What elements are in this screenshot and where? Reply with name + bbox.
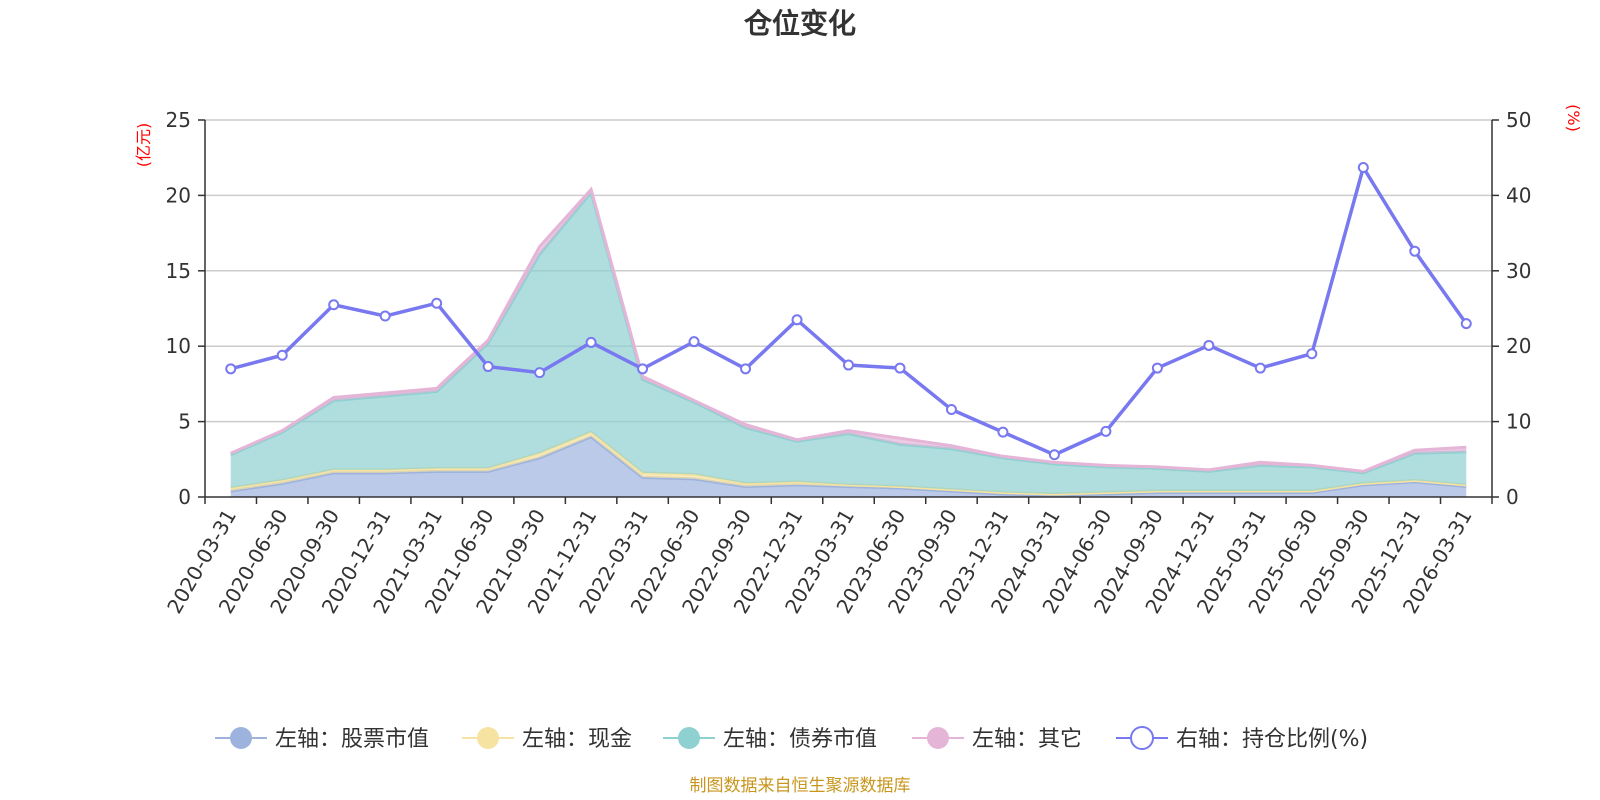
ratio-point [379,310,391,322]
data-source-note: 制图数据来自恒生聚源数据库 [690,776,911,796]
ratio-point [482,361,494,373]
grid-lines [205,119,1492,423]
legend-label: 左轴：债券市值 [723,727,877,752]
ratio-point [740,363,752,375]
ratio-point [534,367,546,379]
left-axis-tick-label: 5 [178,410,191,434]
legend-marker [927,727,949,749]
ratio-point [585,336,597,348]
ratio-point [1357,162,1369,174]
legend-marker [230,727,252,749]
ratio-point [1151,362,1163,374]
legend-marker [477,727,499,749]
ratio-point [276,349,288,361]
ratio-point [894,362,906,374]
ratio-point [637,363,649,375]
legend-marker [1130,726,1154,750]
ratio-point [1100,425,1112,437]
ratio-point [791,314,803,326]
ratio-point [1409,245,1421,257]
ratio-line-series [225,162,1472,461]
left-axis-tick-label: 20 [166,183,191,207]
area-左轴：股票市值 [230,436,1467,497]
area-左轴：债券市值 [230,192,1467,494]
ratio-point [328,299,340,311]
ratio-point [945,404,957,416]
right-axis-tick-label: 10 [1506,410,1531,434]
legend-label: 左轴：其它 [972,727,1082,752]
right-axis-unit: (%) [1564,104,1583,132]
legend-item: 左轴：债券市值 [663,727,877,752]
legend-label: 右轴：持仓比例(%) [1176,727,1368,752]
right-axis-tick-label: 40 [1506,183,1531,207]
left-axis-unit: (亿元) [134,123,153,168]
ratio-point [431,297,443,309]
ratio-point [225,363,237,375]
ratio-point [1254,362,1266,374]
legend-label: 左轴：现金 [522,727,632,752]
legend-item: 左轴：现金 [462,727,632,752]
ratio-point [1306,348,1318,360]
right-axis-tick-label: 0 [1506,485,1519,509]
ratio-point [1460,318,1472,330]
left-axis-tick-label: 25 [166,108,191,132]
left-axis-tick-label: 15 [166,259,191,283]
legend-label: 左轴：股票市值 [275,727,429,752]
chart-title: 仓位变化 [744,7,856,40]
legend-item: 右轴：持仓比例(%) [1116,726,1368,752]
right-axis-tick-label: 50 [1506,108,1531,132]
stacked-areas [230,186,1467,497]
ratio-point [997,426,1009,438]
legend: 左轴：股票市值 左轴：现金 左轴：债券市值 左轴：其它 右轴：持仓比例(%) [215,726,1368,752]
right-axis-tick-label: 30 [1506,259,1531,283]
legend-item: 左轴：股票市值 [215,727,429,752]
ratio-point [843,359,854,371]
legend-item: 左轴：其它 [912,727,1082,752]
legend-marker [678,727,700,749]
left-axis-tick-label: 10 [166,334,191,358]
left-axis-tick-label: 0 [178,485,191,509]
area-edge-左轴：其它 [230,186,1467,473]
right-axis-tick-label: 20 [1506,334,1531,358]
ratio-point [1203,339,1215,351]
ratio-point [688,336,700,348]
ratio-point [1048,449,1060,461]
